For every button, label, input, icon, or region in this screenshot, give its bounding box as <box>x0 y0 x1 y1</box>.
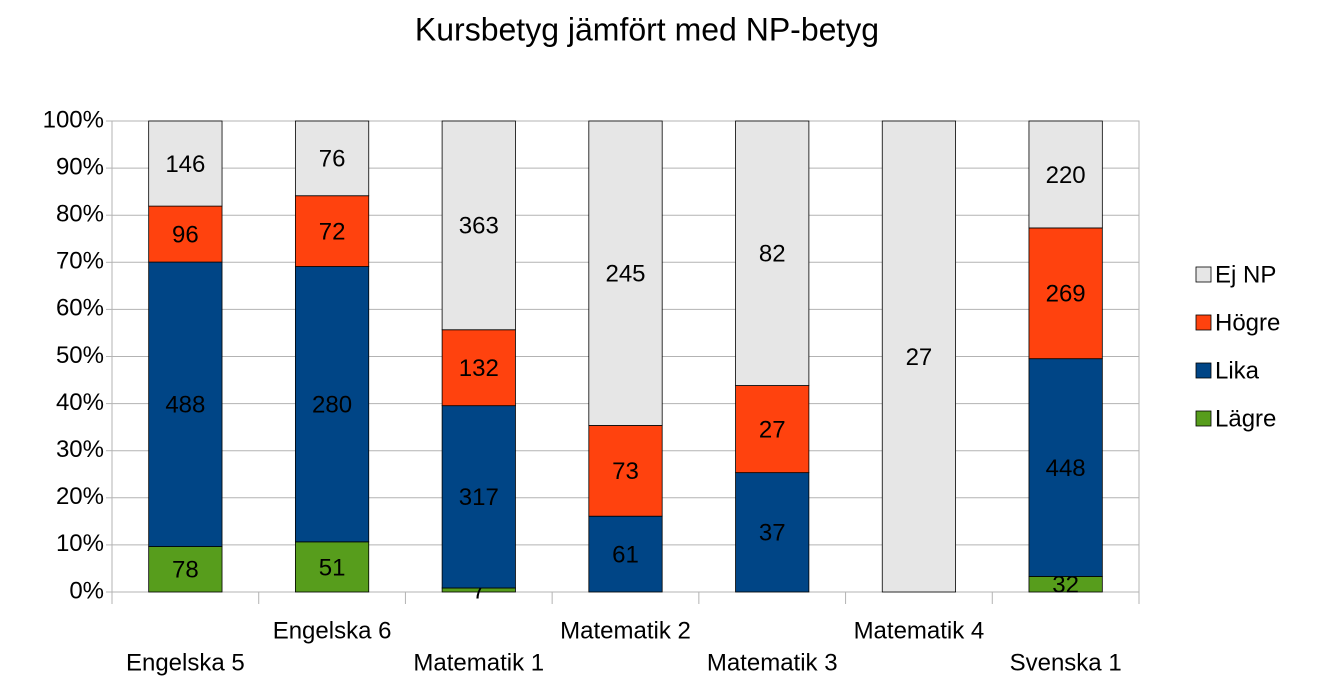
y-tick-label: 40% <box>56 389 104 416</box>
bar-segment <box>735 472 810 593</box>
y-tick-label: 0% <box>69 577 104 604</box>
y-tick-label: 100% <box>43 106 104 133</box>
data-label: 363 <box>459 213 499 240</box>
y-tick-label: 20% <box>56 483 104 510</box>
x-tick-label: Matematik 1 <box>413 649 544 676</box>
y-tick-label: 90% <box>56 153 104 180</box>
bar-segment <box>441 405 516 589</box>
data-label: 78 <box>172 557 199 584</box>
bar-segment <box>1028 120 1103 229</box>
bar-segment <box>881 120 957 593</box>
bar-segment <box>735 120 810 386</box>
y-tick-label: 60% <box>56 295 104 322</box>
data-label: 488 <box>165 392 205 419</box>
data-label: 132 <box>459 355 499 382</box>
data-label: 280 <box>312 392 352 419</box>
bar-segment <box>1028 227 1103 360</box>
legend-label: Lika <box>1215 357 1260 384</box>
bar-segment <box>588 515 663 593</box>
bar-segment <box>735 385 810 474</box>
data-label: 220 <box>1046 162 1086 189</box>
data-label: 73 <box>612 458 639 485</box>
x-tick-label: Matematik 3 <box>707 649 838 676</box>
data-label: 269 <box>1046 281 1086 308</box>
bar-segment <box>148 546 223 593</box>
bar-segment <box>588 425 663 517</box>
data-label: 37 <box>759 520 786 547</box>
legend-label: Högre <box>1215 309 1280 336</box>
data-label: 245 <box>605 261 645 288</box>
legend-swatch <box>1195 362 1212 379</box>
bar-segment <box>148 120 223 207</box>
data-label: 96 <box>172 221 199 248</box>
data-label: 61 <box>612 541 639 568</box>
data-label: 76 <box>319 146 346 173</box>
bar-segment <box>148 261 223 547</box>
legend-swatch <box>1195 410 1212 427</box>
data-label: 317 <box>459 484 499 511</box>
bar-segment <box>441 120 516 331</box>
x-tick-label: Matematik 2 <box>560 617 691 644</box>
x-tick-label: Engelska 5 <box>126 649 245 676</box>
bar-segment <box>294 541 370 593</box>
bar-segment <box>294 120 370 197</box>
data-label: 82 <box>759 241 786 268</box>
legend-swatch <box>1195 266 1212 283</box>
y-tick-label: 80% <box>56 201 104 228</box>
bar-segment <box>294 266 370 543</box>
data-label: 448 <box>1046 455 1086 482</box>
y-tick-label: 50% <box>56 342 104 369</box>
y-tick-label: 10% <box>56 530 104 557</box>
chart-title: Kursbetyg jämfört med NP-betyg <box>415 11 879 47</box>
data-label: 51 <box>319 554 346 581</box>
data-label: 27 <box>906 344 933 371</box>
legend-label: Ej NP <box>1215 261 1276 288</box>
data-label: 27 <box>759 416 786 443</box>
y-tick-label: 30% <box>56 436 104 463</box>
x-tick-label: Svenska 1 <box>1010 649 1122 676</box>
y-tick-label: 70% <box>56 248 104 275</box>
legend-swatch <box>1195 314 1212 331</box>
x-tick-label: Engelska 6 <box>273 617 392 644</box>
x-tick-label: Matematik 4 <box>854 617 985 644</box>
data-label: 72 <box>319 218 346 245</box>
bar-segment <box>294 195 370 267</box>
bar-segment <box>441 329 516 407</box>
legend-label: Lägre <box>1215 405 1276 432</box>
bar-segment <box>588 120 663 426</box>
data-label: 146 <box>165 151 205 178</box>
